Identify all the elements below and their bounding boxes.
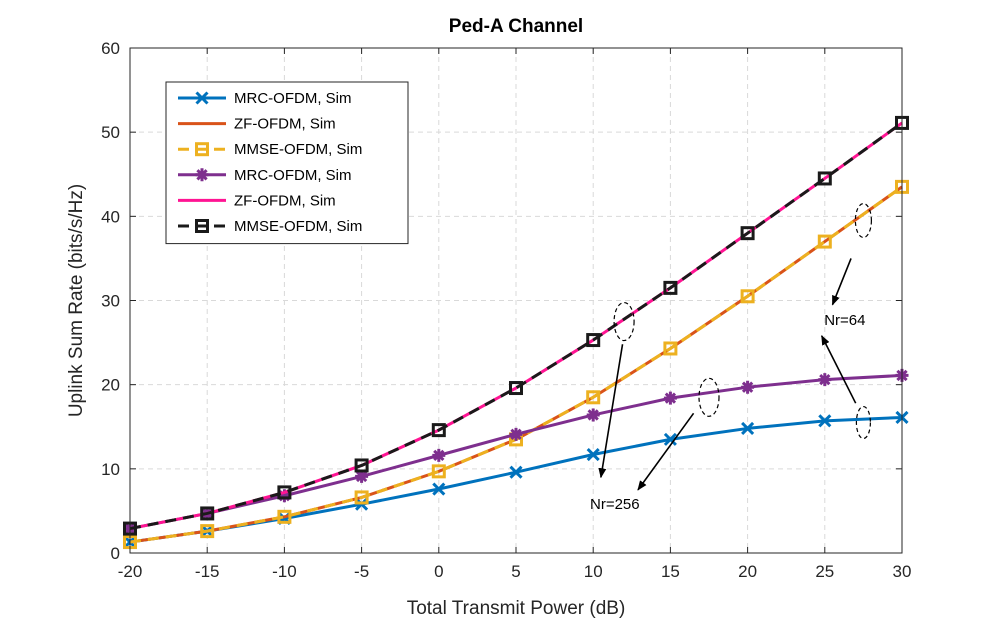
annotations: Nr=256 Nr=64 bbox=[590, 202, 873, 513]
series-5 bbox=[123, 115, 909, 536]
y-tick-label: 40 bbox=[101, 207, 120, 226]
series-marker-square bbox=[200, 524, 215, 539]
y-tick-label: 20 bbox=[101, 376, 120, 395]
y-axis-label: Uplink Sum Rate (bits/s/Hz) bbox=[66, 184, 87, 417]
legend-entry: MRC-OFDM, Sim bbox=[178, 167, 351, 184]
legend-label: ZF-OFDM, Sim bbox=[234, 116, 336, 133]
x-tick-label: 25 bbox=[815, 562, 834, 581]
annotation-ellipse bbox=[698, 377, 720, 417]
annotation-arrow bbox=[831, 258, 852, 306]
y-tick-label: 10 bbox=[101, 460, 120, 479]
x-tick-label: -15 bbox=[195, 562, 220, 581]
x-tick-label: 30 bbox=[893, 562, 912, 581]
y-tick-label: 0 bbox=[111, 544, 120, 563]
series-marker-square bbox=[431, 464, 446, 479]
series-marker-x bbox=[663, 432, 677, 446]
series-marker-square bbox=[586, 390, 601, 405]
series-marker-square bbox=[740, 289, 755, 304]
series-marker-x bbox=[195, 91, 209, 105]
annotation-ellipse bbox=[613, 301, 635, 342]
x-tick-label: 0 bbox=[434, 562, 443, 581]
series-marker-square bbox=[817, 234, 832, 249]
x-axis-label: Total Transmit Power (dB) bbox=[407, 598, 626, 619]
series-marker-square bbox=[586, 333, 601, 348]
series-marker-square bbox=[195, 219, 209, 233]
annotation-arrow bbox=[820, 334, 857, 404]
annotation-ellipse bbox=[854, 202, 873, 239]
series-marker-square bbox=[354, 490, 369, 505]
series-marker-x bbox=[432, 482, 446, 496]
legend-entry: MMSE-OFDM, Sim bbox=[178, 218, 362, 235]
series-marker-x bbox=[741, 421, 755, 435]
series-marker-star-core bbox=[512, 430, 520, 438]
legend-box bbox=[165, 81, 409, 245]
series-marker-star-core bbox=[198, 171, 206, 179]
x-tick-label: 5 bbox=[511, 562, 520, 581]
series-marker-star-core bbox=[358, 472, 366, 480]
y-tick-label: 60 bbox=[101, 39, 120, 58]
legend: MRC-OFDM, Sim ZF-OFDM, Sim MMSE-OFDM, Sim M… bbox=[165, 81, 409, 245]
series-marker-x bbox=[509, 465, 523, 479]
x-tick-label: 15 bbox=[661, 562, 680, 581]
series-marker-square bbox=[663, 280, 678, 295]
annotation-arrow bbox=[637, 412, 695, 491]
x-tick-label: -20 bbox=[118, 562, 143, 581]
series-layer bbox=[123, 115, 909, 550]
series-marker-square bbox=[740, 226, 755, 241]
series-marker-square bbox=[663, 341, 678, 356]
axis-ticks: -20 -15 -10 -5 0 5 10 15 20 25 30 0 10 20 30 40 50 60 bbox=[101, 39, 911, 581]
series-marker-star-core bbox=[744, 383, 752, 391]
series-marker-square bbox=[817, 171, 832, 186]
series-marker-square bbox=[195, 142, 209, 157]
chart-title: Ped-A Channel bbox=[449, 16, 583, 37]
x-tick-label: 10 bbox=[584, 562, 603, 581]
y-tick-label: 50 bbox=[101, 123, 120, 142]
legend-label: MRC-OFDM, Sim bbox=[234, 90, 351, 107]
series-line bbox=[129, 121, 903, 531]
series-marker-star-core bbox=[435, 451, 443, 459]
legend-label: ZF-OFDM, Sim bbox=[234, 192, 336, 209]
series-marker-square bbox=[277, 485, 292, 500]
legend-entry: MRC-OFDM, Sim bbox=[178, 90, 351, 107]
x-tick-label: -5 bbox=[354, 562, 369, 581]
legend-label: MMSE-OFDM, Sim bbox=[234, 141, 362, 158]
series-marker-square bbox=[509, 381, 523, 396]
legend-entry: ZF-OFDM, Sim bbox=[178, 192, 336, 209]
series-marker-square bbox=[200, 506, 215, 521]
legend-entry: MMSE-OFDM, Sim bbox=[178, 141, 362, 158]
x-tick-label: -10 bbox=[272, 562, 297, 581]
series-marker-x bbox=[586, 447, 600, 462]
series-marker-star-core bbox=[666, 394, 674, 402]
series-marker-square bbox=[354, 458, 369, 473]
series-marker-square bbox=[277, 509, 292, 524]
annotation-ellipse bbox=[855, 405, 872, 440]
annotation-label-nr256: Nr=256 bbox=[590, 496, 640, 513]
series-marker-star-core bbox=[821, 376, 829, 384]
annotation-label-nr64: Nr=64 bbox=[824, 312, 865, 329]
annotation-arrow bbox=[598, 344, 624, 479]
legend-entry: ZF-OFDM, Sim bbox=[178, 116, 336, 133]
series-marker-square bbox=[431, 423, 446, 438]
x-tick-label: 20 bbox=[738, 562, 757, 581]
series-marker-star-core bbox=[589, 411, 597, 419]
y-tick-label: 30 bbox=[101, 292, 120, 311]
series-marker-x bbox=[818, 414, 832, 428]
legend-label: MMSE-OFDM, Sim bbox=[234, 218, 362, 235]
legend-label: MRC-OFDM, Sim bbox=[234, 167, 351, 184]
